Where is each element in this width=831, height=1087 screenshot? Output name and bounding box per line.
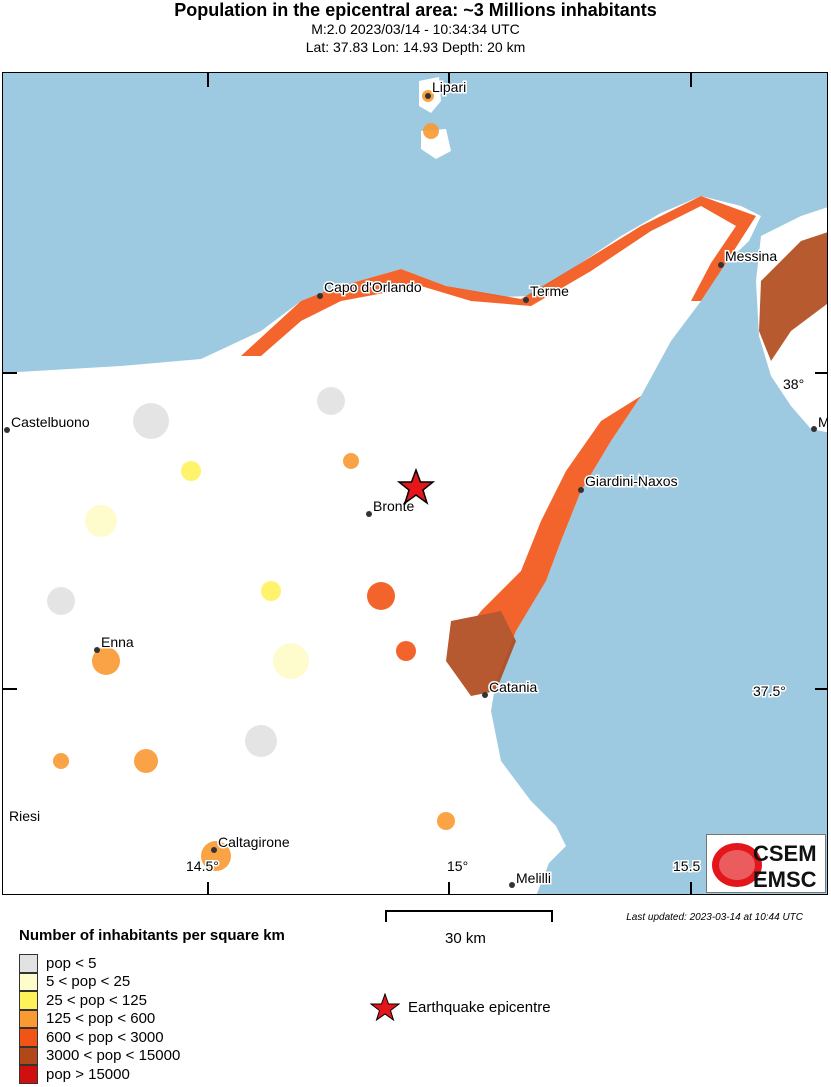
legend-item: pop < 5	[19, 954, 180, 973]
lon-label: 15.5	[673, 858, 700, 874]
epicentre-legend: Earthquake epicentre	[370, 993, 551, 1021]
city-label: Messina	[725, 248, 777, 264]
lat-label: 37.5°	[753, 683, 786, 699]
last-updated: Last updated: 2023-03-14 at 10:44 UTC	[626, 912, 803, 923]
epicentre-star-icon	[396, 467, 436, 505]
event-info: M:2.0 2023/03/14 - 10:34:34 UTC	[311, 21, 520, 37]
city-label: Catania	[489, 679, 537, 695]
legend-label: 25 < pop < 125	[46, 991, 147, 1009]
legend-swatch	[19, 1065, 38, 1084]
city-label: Melilli	[516, 870, 551, 886]
epicentre-legend-label: Earthquake epicentre	[408, 998, 551, 1016]
city-markers	[4, 93, 817, 888]
legend-label: pop < 5	[46, 954, 97, 972]
legend-item: 3000 < pop < 15000	[19, 1046, 181, 1065]
legend-title: Number of inhabitants per square km	[19, 927, 285, 944]
city-label: Terme	[530, 283, 569, 299]
legend-item: 5 < pop < 25	[19, 972, 180, 991]
scale-bar	[385, 910, 553, 922]
legend-swatch	[19, 1009, 38, 1028]
city-label: Caltagirone	[218, 834, 290, 850]
red-star-icon	[370, 993, 400, 1021]
graticule-ticks	[3, 73, 827, 894]
legend-label: 5 < pop < 25	[46, 973, 131, 991]
city-label: Enna	[101, 634, 134, 650]
population-density-patches	[47, 90, 827, 871]
lon-label: 14.5°	[186, 858, 219, 874]
lon-label: 15°	[447, 858, 468, 874]
city-label: Riesi	[9, 808, 40, 824]
legend-swatch	[19, 972, 38, 991]
city-label: Castelbuono	[11, 414, 90, 430]
legend-item: pop > 15000	[19, 1065, 180, 1084]
legend-label: 600 < pop < 3000	[46, 1028, 164, 1046]
sicily-land	[3, 196, 761, 894]
event-location: Lat: 37.83 Lon: 14.93 Depth: 20 km	[305, 39, 526, 55]
legend-item: 25 < pop < 125	[19, 991, 180, 1010]
legend-label: pop > 15000	[46, 1065, 130, 1083]
legend-label: 125 < pop < 600	[46, 1010, 156, 1028]
legend-label: 3000 < pop < 15000	[46, 1047, 181, 1065]
legend-item: 600 < pop < 3000	[19, 1028, 180, 1047]
svg-text:EMSC: EMSC	[753, 867, 817, 892]
population-map: Lipari Capo d'Orlando Terme Messina Cast…	[2, 72, 828, 895]
city-label: Capo d'Orlando	[324, 279, 422, 295]
lat-label: 38°	[783, 376, 804, 392]
csem-emsc-logo: CSEM EMSC	[706, 834, 826, 893]
legend-item: 125 < pop < 600	[19, 1009, 180, 1028]
legend-swatch	[19, 991, 38, 1010]
legend-swatch	[19, 954, 38, 973]
legend-swatch	[19, 1046, 38, 1065]
map-title: Population in the epicentral area: ~3 Mi…	[174, 0, 657, 20]
city-labels: Lipari Capo d'Orlando Terme Messina Cast…	[8, 78, 828, 888]
legend-swatch	[19, 1028, 38, 1047]
city-label: Giardini-Naxos	[585, 473, 678, 489]
svg-text:CSEM: CSEM	[753, 841, 817, 866]
city-label: M	[818, 414, 828, 430]
city-label: Lipari	[432, 79, 466, 95]
scale-label: 30 km	[445, 930, 486, 947]
